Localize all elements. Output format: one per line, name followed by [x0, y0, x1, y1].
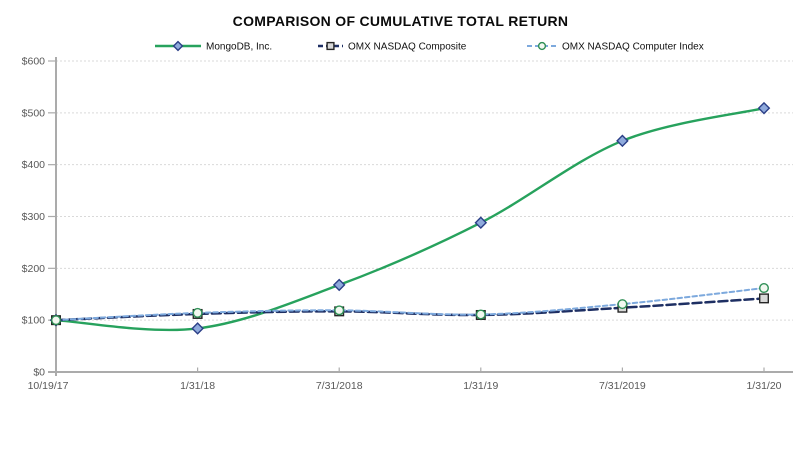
y-tick-label: $100	[22, 315, 46, 327]
y-tick-label: $300	[22, 211, 46, 223]
x-tick-label: 7/31/2019	[599, 380, 646, 392]
legend-label: OMX NASDAQ Composite	[348, 42, 467, 53]
square-marker	[759, 293, 770, 304]
diamond-marker	[616, 134, 629, 148]
x-tick-label: 7/31/2018	[316, 380, 363, 392]
diamond-marker	[474, 216, 488, 230]
series-line-omx-nasdaq-composite	[54, 297, 766, 322]
legend-item-omx-nasdaq-computer-index: OMX NASDAQ Computer Index	[527, 42, 704, 53]
x-tick-label: 1/31/19	[463, 380, 498, 392]
series-line-omx-nasdaq-computer-index	[55, 287, 765, 322]
x-tick-label: 1/31/18	[180, 380, 215, 392]
circle-marker	[51, 315, 62, 326]
x-tick-label: 1/31/20	[746, 380, 781, 392]
y-tick-label: $500	[22, 107, 46, 119]
diamond-marker	[332, 278, 346, 292]
square-marker	[326, 41, 335, 51]
y-tick-label: $200	[22, 263, 46, 275]
y-axis: $0 $100 $200 $300 $400 $500 $600	[22, 56, 57, 379]
chart-legend: MongoDB, Inc. OMX NASDAQ Composite OMX NAS…	[155, 40, 704, 53]
diamond-marker	[191, 322, 204, 335]
circle-marker	[192, 307, 203, 318]
legend-label: MongoDB, Inc.	[206, 42, 272, 53]
legend-item-omx-nasdaq-composite: OMX NASDAQ Composite	[318, 42, 467, 53]
series-line-mongodb-inc-	[54, 106, 766, 332]
gridlines	[56, 60, 793, 321]
legend-label: OMX NASDAQ Computer Index	[562, 42, 704, 53]
y-tick-label: $0	[33, 367, 45, 379]
y-tick-label: $400	[22, 159, 46, 171]
y-tick-label: $600	[22, 56, 46, 68]
diamond-marker	[172, 40, 184, 52]
circle-marker	[617, 299, 628, 310]
circle-marker	[759, 283, 770, 294]
x-tick-label: 10/19/17	[28, 380, 69, 392]
diamond-marker	[757, 101, 771, 115]
circle-marker	[537, 41, 547, 51]
series-markers-omx-nasdaq-computer-index	[51, 283, 770, 326]
circle-marker	[475, 309, 486, 320]
circle-marker	[334, 305, 345, 316]
chart-title: COMPARISON OF CUMULATIVE TOTAL RETURN	[232, 13, 569, 29]
legend-item-mongodb-inc-: MongoDB, Inc.	[155, 40, 272, 53]
x-axis: 10/19/17 1/31/18 7/31/2018 1/31/19 7/31/2019…	[28, 367, 793, 392]
series-markers-mongodb-inc-	[49, 101, 771, 335]
